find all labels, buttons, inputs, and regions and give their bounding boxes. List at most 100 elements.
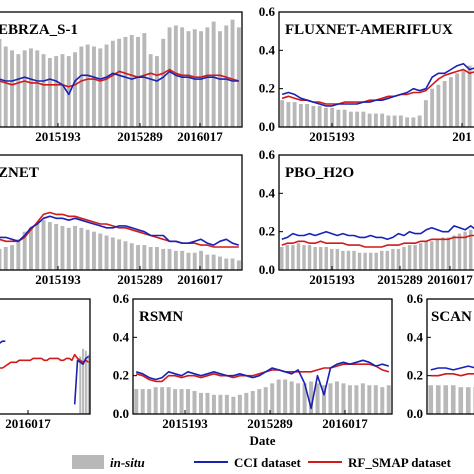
panel-2: 0.6 0.4 0.2 0.0 2015193 201 FLUXNET-AMERIFLUX — [259, 4, 474, 144]
cci-line — [0, 70, 239, 96]
insitu-bar — [237, 394, 242, 414]
y-tick-label: 0.2 — [259, 81, 275, 96]
insitu-bar — [186, 252, 191, 270]
insitu-bar — [180, 250, 185, 270]
x-tick-label: 2016017 — [427, 272, 473, 287]
insitu-bar — [324, 247, 328, 270]
insitu-bar — [423, 100, 428, 127]
legend-insitu-label: in-situ — [110, 455, 145, 470]
insitu-bar — [82, 348, 85, 414]
axes-frame — [0, 154, 243, 271]
insitu-bar — [79, 46, 84, 127]
insitu-bar — [292, 102, 297, 127]
insitu-bar — [35, 50, 40, 127]
plot-area — [0, 19, 241, 127]
insitu-bar — [136, 245, 141, 270]
insitu-bar — [123, 36, 128, 127]
insitu-bar — [283, 379, 288, 414]
x-tick-label: 2016017 — [177, 272, 223, 287]
insitu-bar — [391, 248, 395, 270]
insitu-bar — [357, 252, 362, 270]
insitu-bar — [35, 224, 40, 270]
legend: in-situ CCI dataset RF_SMAP dataset — [72, 455, 452, 470]
insitu-bar — [442, 81, 447, 127]
insitu-bar — [302, 383, 307, 414]
y-tick-label: 0.6 — [259, 4, 276, 19]
insitu-bar — [186, 389, 191, 414]
insitu-bar — [154, 247, 159, 270]
panel-6: 0.6 0.4 0.2 0.0 2015193 2015289 2016017 RSMN Dat… — [113, 291, 393, 448]
insitu-bar — [457, 233, 462, 270]
insitu-bar — [173, 389, 178, 414]
insitu-bar — [73, 52, 78, 127]
insitu-bar — [224, 394, 229, 414]
insitu-bar — [211, 254, 216, 270]
insitu-bar — [140, 389, 145, 414]
insitu-bar — [161, 38, 166, 127]
y-tick-label: 0.4 — [407, 329, 424, 344]
plot-area — [0, 340, 90, 414]
insitu-bar — [198, 392, 203, 414]
insitu-bar — [367, 113, 372, 127]
insitu-bar — [285, 245, 290, 270]
insitu-bar — [28, 48, 33, 127]
insitu-bar — [224, 25, 229, 127]
panel-1: 2015193 2015289 2016017 EBRZA_S-1 — [0, 11, 243, 144]
y-tick-label: 0.0 — [259, 262, 275, 277]
insitu-bar — [192, 29, 197, 127]
cci-line — [281, 62, 474, 107]
insitu-bar — [167, 248, 172, 270]
insitu-bar — [104, 235, 109, 270]
axes-frame — [278, 11, 474, 128]
insitu-bar — [153, 387, 158, 414]
insitu-bar — [392, 115, 397, 127]
insitu-bar — [280, 247, 284, 270]
insitu-bar — [173, 250, 178, 270]
x-tick-label: 2015289 — [247, 416, 293, 431]
x-tick-label: 2015193 — [162, 416, 208, 431]
insitu-bar — [317, 105, 322, 127]
x-tick-label: 2016017 — [177, 129, 223, 144]
insitu-bar — [192, 391, 197, 414]
axes-frame — [0, 298, 91, 415]
insitu-bar — [117, 239, 122, 270]
cci-line — [135, 359, 390, 410]
insitu-bar — [205, 254, 210, 270]
insitu-bar — [347, 385, 352, 414]
insitu-bar — [263, 387, 268, 414]
insitu-bar — [54, 224, 59, 270]
insitu-bar — [173, 25, 178, 127]
x-tick-label: 2015289 — [377, 272, 423, 287]
insitu-bar — [270, 383, 275, 414]
insitu-bar — [224, 258, 229, 270]
insitu-bar — [436, 84, 441, 127]
insitu-bar — [22, 231, 27, 270]
insitu-bar — [373, 113, 378, 127]
insitu-bar — [161, 248, 166, 270]
insitu-bar — [186, 31, 191, 127]
rf-smap-line — [430, 373, 474, 377]
insitu-bar — [328, 383, 333, 414]
insitu-bar — [289, 381, 294, 414]
insitu-bar — [47, 58, 52, 127]
insitu-bar — [136, 36, 141, 127]
insitu-bar — [98, 48, 103, 127]
insitu-bar — [10, 50, 15, 127]
rf-smap-line — [135, 363, 390, 383]
panel-3: 2015193 2015289 2016017 ZNET — [0, 154, 243, 287]
insitu-bar — [22, 50, 27, 127]
insitu-bar — [418, 243, 423, 270]
insitu-bar — [66, 227, 71, 270]
x-tick-label: 201 — [452, 129, 472, 144]
cci-line — [0, 340, 90, 405]
cci-line — [0, 215, 240, 246]
insitu-bar — [396, 248, 401, 270]
x-tick-label: 2015193 — [309, 129, 355, 144]
rf-smap-line — [281, 234, 474, 248]
y-tick-label: 0.4 — [259, 185, 276, 200]
insitu-bar — [443, 385, 449, 414]
insitu-bar — [217, 256, 222, 270]
insitu-bar — [236, 27, 241, 127]
insitu-bar — [361, 111, 366, 127]
insitu-bar — [352, 250, 356, 270]
